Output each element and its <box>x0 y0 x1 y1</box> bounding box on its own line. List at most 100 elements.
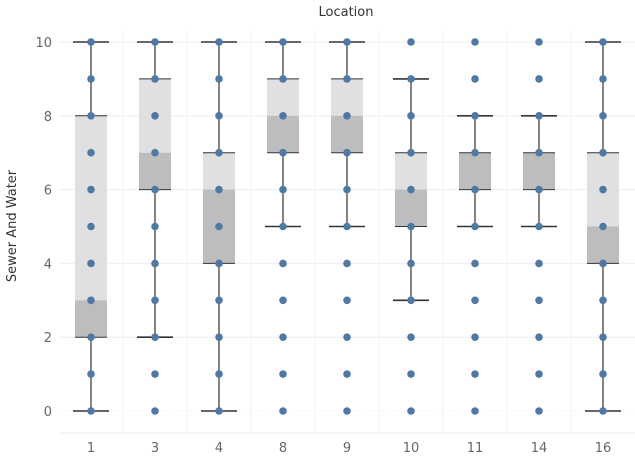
data-point-10 <box>407 185 415 194</box>
data-point-9 <box>343 370 351 378</box>
data-point-11 <box>471 75 479 83</box>
data-point-1 <box>87 370 95 378</box>
data-point-8 <box>279 185 287 194</box>
data-point-10 <box>407 75 415 83</box>
box-lower-11 <box>459 152 491 190</box>
data-point-11 <box>471 259 479 268</box>
data-point-11 <box>471 222 479 231</box>
y-tick-label: 2 <box>44 331 52 346</box>
data-point-16 <box>599 38 607 46</box>
data-point-3 <box>151 333 159 342</box>
box-upper-8 <box>267 78 299 116</box>
data-point-14 <box>535 296 543 305</box>
data-point-3 <box>151 148 159 157</box>
y-tick-label: 8 <box>44 110 52 125</box>
data-point-8 <box>279 148 287 157</box>
data-point-11 <box>471 185 479 194</box>
box-upper-9 <box>331 78 363 116</box>
data-point-8 <box>279 370 287 378</box>
data-point-16 <box>599 222 607 231</box>
box-lower-9 <box>331 115 363 153</box>
data-point-11 <box>471 112 479 120</box>
data-point-9 <box>343 38 351 46</box>
data-point-8 <box>279 75 287 83</box>
data-point-9 <box>343 148 351 157</box>
data-point-1 <box>87 259 95 268</box>
data-point-1 <box>87 75 95 83</box>
data-point-14 <box>535 148 543 157</box>
box-lower-3 <box>139 152 171 190</box>
chart-title: Location <box>319 5 374 20</box>
data-point-16 <box>599 185 607 194</box>
data-point-4 <box>215 222 223 231</box>
data-point-9 <box>343 75 351 83</box>
data-point-10 <box>407 222 415 231</box>
data-point-1 <box>87 333 95 342</box>
data-point-4 <box>215 333 223 342</box>
data-point-16 <box>599 370 607 378</box>
data-point-4 <box>215 370 223 378</box>
data-point-3 <box>151 296 159 305</box>
data-point-9 <box>343 296 351 305</box>
box-upper-4 <box>203 152 235 190</box>
data-point-1 <box>87 222 95 231</box>
box-lower-10 <box>395 189 427 227</box>
data-point-9 <box>343 112 351 120</box>
x-tick-label: 1 <box>87 441 95 456</box>
data-point-1 <box>87 38 95 46</box>
data-point-8 <box>279 112 287 120</box>
data-point-3 <box>151 407 159 415</box>
x-tick-label: 10 <box>403 441 420 456</box>
data-point-9 <box>343 185 351 194</box>
box-lower-8 <box>267 115 299 153</box>
data-point-10 <box>407 148 415 157</box>
y-tick-label: 6 <box>44 184 52 199</box>
data-point-1 <box>87 185 95 194</box>
box-lower-14 <box>523 152 555 190</box>
data-point-14 <box>535 185 543 194</box>
data-point-8 <box>279 333 287 342</box>
data-point-3 <box>151 112 159 120</box>
data-point-16 <box>599 148 607 157</box>
data-point-14 <box>535 112 543 120</box>
data-point-3 <box>151 222 159 231</box>
data-point-16 <box>599 259 607 268</box>
data-point-16 <box>599 407 607 415</box>
data-point-1 <box>87 407 95 415</box>
x-tick-label: 14 <box>531 441 548 456</box>
x-tick-label: 8 <box>279 441 287 456</box>
data-point-3 <box>151 38 159 46</box>
data-point-11 <box>471 296 479 305</box>
data-point-10 <box>407 296 415 305</box>
data-point-8 <box>279 38 287 46</box>
data-point-3 <box>151 370 159 378</box>
data-point-14 <box>535 407 543 415</box>
plot-area: 0 2 4 6 8 10 1 3 4 8 9 10 11 14 16 <box>35 30 635 456</box>
data-point-11 <box>471 38 479 46</box>
data-point-4 <box>215 38 223 46</box>
box-lower-1 <box>75 300 107 338</box>
data-point-4 <box>215 407 223 415</box>
y-axis-label: Sewer And Water <box>5 169 20 282</box>
data-point-1 <box>87 148 95 157</box>
data-point-9 <box>343 333 351 342</box>
data-point-9 <box>343 407 351 415</box>
data-point-10 <box>407 259 415 268</box>
data-point-8 <box>279 407 287 415</box>
data-point-16 <box>599 112 607 120</box>
data-point-10 <box>407 38 415 46</box>
data-point-8 <box>279 259 287 268</box>
y-tick-label: 0 <box>44 405 52 420</box>
data-point-4 <box>215 75 223 83</box>
data-point-4 <box>215 112 223 120</box>
data-point-9 <box>343 259 351 268</box>
data-point-3 <box>151 259 159 268</box>
data-point-16 <box>599 296 607 305</box>
data-point-4 <box>215 296 223 305</box>
data-point-10 <box>407 370 415 378</box>
box-lower-16 <box>587 226 619 264</box>
data-point-10 <box>407 112 415 120</box>
data-point-1 <box>87 112 95 120</box>
data-point-14 <box>535 259 543 268</box>
data-point-3 <box>151 185 159 194</box>
